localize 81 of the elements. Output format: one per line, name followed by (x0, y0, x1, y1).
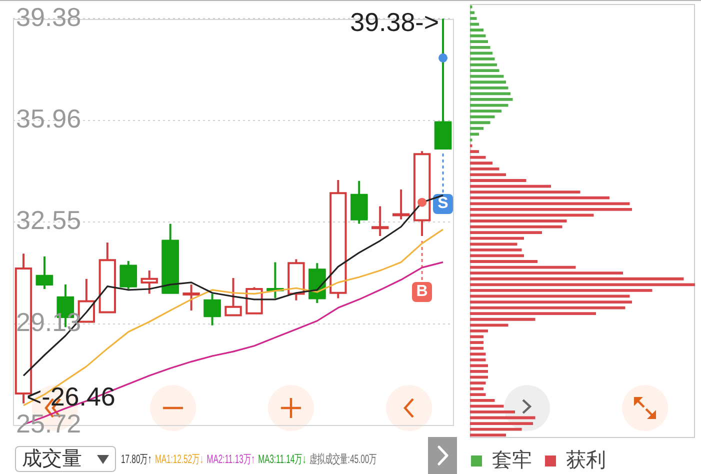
bar (470, 277, 684, 280)
candlestick (288, 258, 305, 302)
bar (470, 272, 623, 275)
candlestick (330, 179, 347, 300)
bar (470, 422, 533, 425)
bar (470, 46, 490, 49)
bar (470, 11, 474, 14)
text: MA1:12.52万↓ (154, 452, 204, 466)
bar (470, 242, 518, 246)
bar (470, 86, 508, 90)
bar (470, 167, 500, 170)
bar (470, 121, 490, 124)
annotation: 39.38-> (350, 6, 440, 37)
candlestick (371, 205, 389, 237)
dropdown-field: 成交量 (15, 446, 116, 472)
y-tick-label: 35.96 (16, 104, 82, 134)
bar (470, 115, 495, 118)
y-tick-label: 39.38 (16, 2, 82, 32)
bar (470, 190, 580, 194)
bar (470, 74, 504, 78)
candlestick (392, 188, 410, 220)
bar (470, 80, 506, 84)
bar (470, 370, 488, 373)
candlestick (224, 276, 242, 316)
bar (470, 248, 522, 252)
bar (470, 162, 492, 165)
text: MA2:11.13万↑ (206, 452, 255, 466)
bar (470, 28, 484, 32)
bar (470, 196, 610, 200)
bar (470, 17, 477, 20)
bar (470, 110, 502, 112)
bar (470, 330, 488, 332)
bar (470, 364, 488, 368)
bar (470, 202, 630, 206)
bar (470, 156, 486, 159)
bar (470, 346, 484, 350)
bar (470, 260, 538, 263)
bar (470, 69, 500, 72)
bar (470, 52, 492, 55)
bar (470, 58, 495, 60)
bar (470, 312, 596, 316)
y-tick-label: 32.55 (16, 205, 82, 236)
letter-badge: B (412, 282, 432, 302)
letter-badge: S (433, 194, 453, 214)
bar (470, 179, 526, 182)
bar (470, 220, 567, 222)
bar (470, 231, 542, 234)
text: 17.80万↑ (121, 452, 152, 466)
bar (470, 236, 524, 240)
candlestick (140, 270, 158, 295)
bar (470, 358, 486, 362)
bar (470, 92, 510, 96)
bar (470, 387, 484, 390)
text: 虚拟成交量:45.00万 (309, 452, 377, 466)
bar (470, 40, 488, 44)
bar (470, 126, 484, 130)
bar (470, 382, 486, 384)
bar (470, 98, 513, 101)
bar (470, 288, 652, 292)
bar (470, 150, 479, 154)
bar (470, 393, 486, 396)
bar (470, 341, 484, 344)
bar (470, 428, 522, 431)
bar (470, 404, 504, 408)
bar (470, 324, 508, 327)
candlestick (98, 242, 116, 314)
bar (470, 300, 632, 304)
bar (470, 352, 486, 356)
legend-label: 套牢 (492, 448, 532, 472)
bar (470, 410, 515, 414)
legend-label: 获利 (566, 450, 606, 472)
bar (470, 398, 495, 402)
candlestick (182, 284, 200, 312)
bar (470, 34, 486, 38)
bar (470, 318, 536, 321)
text: MA3:11.14万↓ (258, 452, 306, 466)
candlestick (413, 150, 431, 237)
y-tick-label: 25.72 (16, 408, 82, 439)
bar (470, 434, 506, 437)
bar (470, 283, 695, 286)
bar (470, 208, 632, 211)
